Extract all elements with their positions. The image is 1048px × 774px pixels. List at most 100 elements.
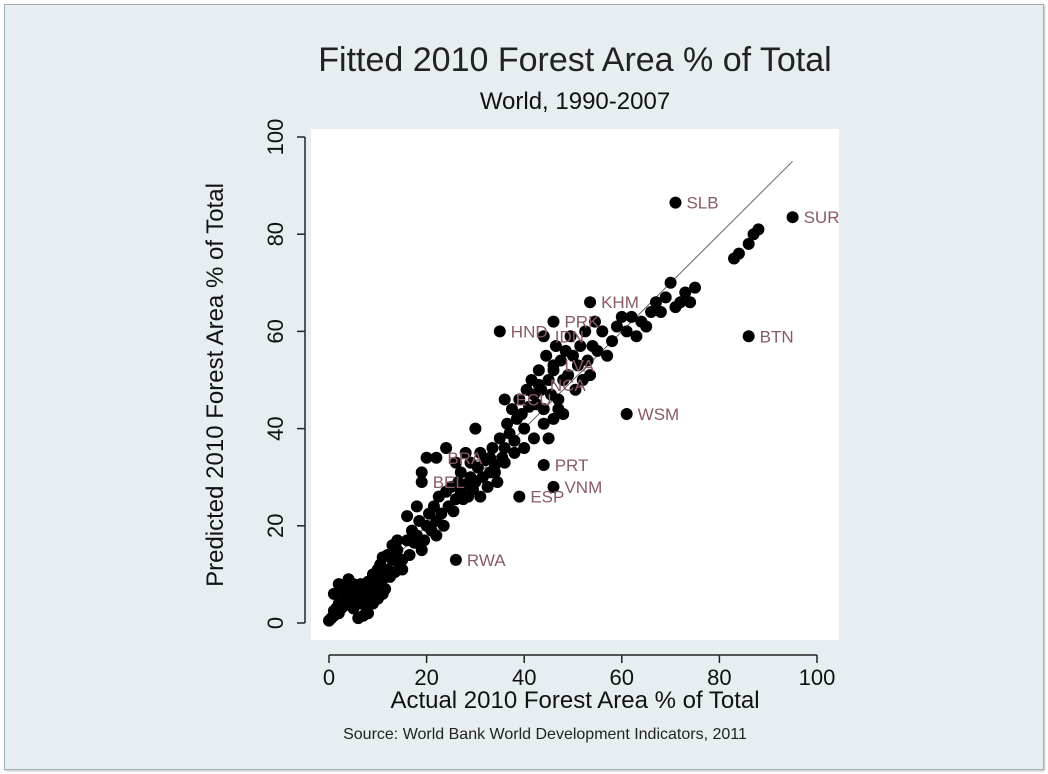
data-point (420, 451, 433, 464)
labeled-point-hnd (493, 325, 506, 338)
data-point (732, 247, 745, 260)
labeled-point-lva (547, 359, 560, 372)
data-point (542, 374, 555, 386)
data-point (579, 325, 592, 338)
data-point (752, 223, 765, 236)
data-point (557, 408, 570, 421)
point-label-hnd: HND (511, 322, 548, 341)
data-point (501, 417, 514, 430)
data-point (567, 349, 579, 362)
data-point (542, 432, 555, 445)
y-tick-label: 80 (263, 222, 288, 246)
chart-subtitle: World, 1990-2007 (480, 88, 670, 115)
data-point (415, 544, 428, 557)
data-point (640, 320, 653, 333)
x-axis-label: Actual 2010 Forest Area % of Total (390, 687, 759, 714)
data-point (449, 456, 462, 469)
labeled-point-esp (513, 490, 526, 503)
data-point (601, 349, 614, 362)
point-label-prk: PRK (564, 313, 600, 332)
data-point (537, 417, 550, 430)
x-tick-label: 0 (323, 665, 335, 690)
labeled-point-sur (786, 211, 799, 224)
data-point (474, 490, 487, 503)
point-label-prt: PRT (555, 456, 589, 475)
data-point (564, 330, 577, 343)
data-point (562, 369, 575, 382)
point-label-esp: ESP (530, 488, 564, 507)
point-label-ecu: ECU (516, 390, 552, 409)
labeled-point-nca (532, 378, 545, 391)
data-point (584, 369, 597, 382)
y-tick-label: 0 (263, 617, 288, 629)
data-point (342, 573, 355, 586)
point-label-nca: NCA (550, 376, 587, 395)
data-point (620, 325, 633, 338)
point-label-btn: BTN (760, 327, 794, 346)
data-point (484, 451, 497, 464)
data-point (615, 310, 628, 323)
data-point (418, 534, 431, 547)
data-point (435, 507, 448, 520)
data-point (410, 500, 423, 513)
data-point (596, 325, 609, 338)
data-point (664, 276, 677, 289)
data-point (440, 442, 453, 455)
point-label-idn: IDN (555, 327, 584, 346)
point-label-sur: SUR (804, 208, 840, 227)
data-point (506, 403, 518, 416)
data-point (447, 505, 460, 518)
data-point (625, 310, 638, 323)
data-point (352, 612, 365, 625)
data-point (493, 432, 506, 445)
data-point (679, 286, 692, 299)
data-point (508, 434, 521, 447)
data-point (401, 510, 414, 523)
data-point (381, 568, 394, 581)
data-point (537, 403, 550, 416)
point-label-rwa: RWA (467, 551, 506, 570)
data-point (527, 432, 540, 445)
y-tick-label: 20 (263, 514, 288, 538)
data-point (386, 539, 399, 552)
data-point (547, 412, 560, 425)
data-point (498, 442, 511, 455)
data-point (513, 393, 526, 406)
point-label-bel: BEL (433, 473, 465, 492)
labeled-point-ecu (498, 393, 511, 406)
y-axis-label: Predicted 2010 Forest Area % of Total (202, 183, 229, 587)
chart-frame: Fitted 2010 Forest Area % of Total World… (4, 4, 1044, 770)
data-point (674, 296, 687, 309)
data-point (498, 456, 511, 469)
data-point (518, 422, 531, 435)
x-tick-label: 100 (799, 665, 836, 690)
data-point (515, 408, 528, 421)
x-tick-label: 40 (512, 665, 536, 690)
data-point (645, 305, 658, 318)
y-tick-label: 100 (263, 119, 288, 156)
labeled-point-khm (584, 296, 597, 309)
data-points (323, 196, 799, 627)
chart-title: Fitted 2010 Forest Area % of Total (318, 41, 831, 79)
data-point (569, 383, 582, 396)
labeled-point-idn (537, 330, 550, 343)
labeled-point-vnm (547, 480, 560, 493)
data-point (396, 553, 409, 566)
data-point (654, 305, 667, 318)
data-point (469, 422, 482, 435)
data-point (689, 281, 701, 294)
labeled-point-btn (742, 330, 755, 343)
data-point (518, 442, 531, 455)
data-point (549, 339, 562, 352)
point-label-bra: BRA (447, 449, 483, 468)
data-point (649, 296, 662, 309)
x-tick-label: 20 (414, 665, 438, 690)
data-point (552, 393, 565, 406)
labeled-point-wsm (620, 408, 633, 421)
data-point (454, 466, 467, 479)
scatter-chart: Fitted 2010 Forest Area % of Total World… (202, 41, 840, 743)
labeled-point-bra (430, 451, 443, 464)
data-point (437, 519, 450, 532)
data-point (684, 296, 697, 309)
data-point (508, 446, 521, 459)
